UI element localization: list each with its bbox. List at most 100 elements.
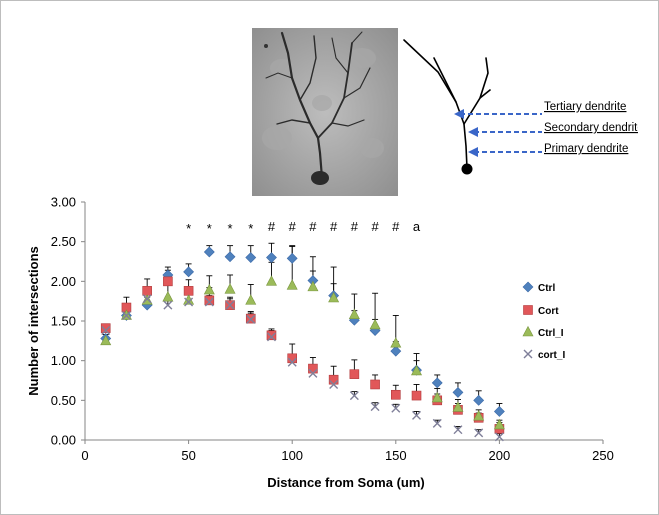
point-cort-i <box>142 294 152 304</box>
y-tick-label: 3.00 <box>51 195 76 210</box>
point-cort-i <box>204 297 214 307</box>
point-ctrl-i <box>390 337 402 348</box>
x-stroke <box>163 300 173 310</box>
point-ctrl-i <box>162 291 174 302</box>
point-cort-i <box>121 310 131 320</box>
point-ctrl <box>390 345 402 357</box>
point-cort <box>349 369 360 379</box>
x-stroke <box>287 357 297 367</box>
point-ctrl <box>286 252 298 264</box>
point-cort-i <box>494 432 504 442</box>
point-ctrl <box>245 252 257 263</box>
significance-annotations: * * * * # # # # # # # a <box>186 219 421 236</box>
intersections-chart: 0.00 0.50 1.00 1.50 2.00 2.50 3.00 0 50 100 150 200… <box>26 195 614 491</box>
x-stroke <box>453 425 463 435</box>
point-ctrl <box>183 266 195 278</box>
label-tertiary-dendrite: Tertiary dendrite <box>544 101 626 113</box>
x-stroke <box>412 410 422 420</box>
point-cort-i <box>266 332 276 342</box>
point-ctrl-i <box>265 275 277 286</box>
x-tick-label: 50 <box>181 448 195 463</box>
point-cort-i <box>287 357 297 367</box>
error-bars <box>102 242 503 437</box>
point-cort-i <box>412 410 422 420</box>
point-ctrl-i <box>224 283 236 294</box>
y-tick-label: 2.50 <box>51 234 76 249</box>
point-ctrl-i <box>348 308 360 319</box>
x-stroke <box>266 332 276 342</box>
legend-label-cort: Cort <box>538 306 559 317</box>
x-axis-label: Distance from Soma (um) <box>267 475 424 490</box>
point-ctrl <box>473 394 485 406</box>
x-stroke <box>184 297 194 307</box>
point-cort-i <box>474 428 484 438</box>
y-tick-label: 0.50 <box>51 393 76 408</box>
x-stroke <box>142 294 152 304</box>
annotation-mark: * <box>186 221 191 236</box>
annotation-mark: a <box>413 219 421 234</box>
point-ctrl-i <box>452 401 464 412</box>
annotation-mark: * <box>248 221 253 236</box>
point-ctrl-i <box>203 283 215 295</box>
label-primary-dendrite: Primary dendrite <box>544 143 628 155</box>
x-tick-label: 0 <box>81 448 88 463</box>
point-ctrl-i <box>369 318 381 330</box>
dendrite-right-branch <box>463 57 489 125</box>
y-tick-label: 1.50 <box>51 314 76 329</box>
point-ctrl-i <box>431 391 443 403</box>
legend-label-cort-i: cort_I <box>538 350 565 361</box>
x-tick-label: 250 <box>592 448 614 463</box>
x-stroke <box>523 349 533 359</box>
data-points <box>100 246 505 442</box>
point-cort-i <box>329 379 339 389</box>
x-stroke <box>349 391 359 401</box>
point-cort <box>308 363 318 374</box>
y-tick-label: 1.00 <box>51 353 76 368</box>
legend-label-ctrl-i: Ctrl_I <box>538 328 564 339</box>
dendrite-schematic: Tertiary dendrite Secondary dendrite Pri… <box>403 39 638 175</box>
x-stroke <box>494 432 504 442</box>
point-cort <box>183 286 194 296</box>
point-ctrl <box>224 251 236 263</box>
point-cort <box>390 389 401 400</box>
annotation-mark: # <box>289 219 297 234</box>
point-cort-i <box>225 300 235 310</box>
label-secondary-dendrite: Secondary dendrite <box>544 122 638 134</box>
legend-marker-ctrl <box>522 281 534 293</box>
legend-marker-cort-i <box>523 349 533 359</box>
point-cort-i <box>184 297 194 307</box>
y-tick-label: 2.00 <box>51 274 76 289</box>
axes: 0.00 0.50 1.00 1.50 2.00 2.50 3.00 0 50 100 150 200… <box>51 195 614 464</box>
point-cort-i <box>101 326 111 336</box>
point-cort <box>163 276 173 287</box>
x-stroke <box>246 314 256 324</box>
annotation-mark: # <box>309 219 317 234</box>
annotation-mark: # <box>330 219 338 234</box>
annotation-mark: * <box>228 221 233 236</box>
point-cort-i <box>370 402 380 412</box>
point-ctrl-i <box>473 410 485 421</box>
x-stroke <box>391 403 401 413</box>
annotation-mark: # <box>371 219 379 234</box>
legend-marker-ctrl-i <box>522 325 534 337</box>
point-cort <box>142 286 152 296</box>
x-stroke <box>370 402 380 412</box>
point-ctrl-i <box>493 418 505 430</box>
x-tick-label: 100 <box>281 448 303 463</box>
annotation-mark: # <box>351 219 359 234</box>
point-cort <box>266 330 277 341</box>
point-cort <box>204 295 215 306</box>
point-ctrl <box>452 386 464 398</box>
annotation-mark: # <box>392 219 400 234</box>
point-ctrl-i <box>307 280 319 292</box>
point-cort-i <box>246 314 256 324</box>
legend: Ctrl Cort Ctrl_I cort_I <box>522 281 565 361</box>
y-tick-label: 0.00 <box>51 433 76 448</box>
x-stroke <box>204 297 214 307</box>
annotation-mark: * <box>207 221 212 236</box>
point-ctrl <box>431 377 443 389</box>
x-stroke <box>225 300 235 310</box>
x-tick-label: 150 <box>385 448 407 463</box>
legend-label-ctrl: Ctrl <box>538 283 555 294</box>
point-ctrl <box>493 406 505 417</box>
